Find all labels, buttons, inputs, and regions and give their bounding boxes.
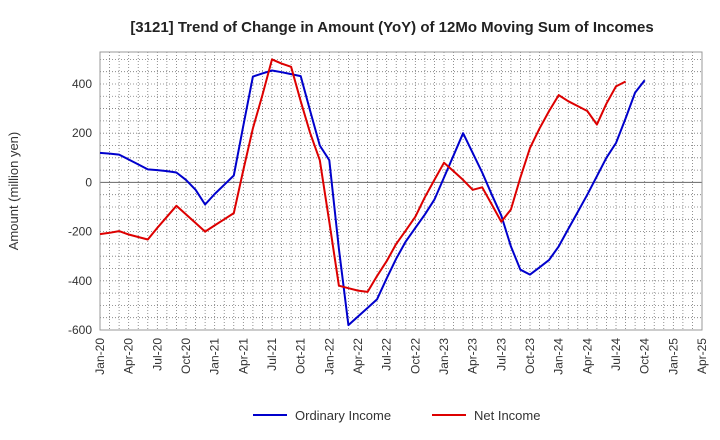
x-tick-label: Jan-20 <box>93 338 107 375</box>
x-tick-label: Jan-21 <box>208 338 222 375</box>
x-tick-label: Jul-24 <box>609 338 623 371</box>
series-lines <box>99 58 646 327</box>
x-tick-label: Oct-24 <box>638 338 652 374</box>
plot-area <box>99 51 703 331</box>
y-tick-label: 400 <box>72 77 92 91</box>
y-tick-labels: -600 -400 -200 0 200 400 <box>68 77 92 337</box>
series-line-net-income <box>99 58 627 293</box>
y-tick-label: -200 <box>68 225 92 239</box>
x-tick-label: Oct-21 <box>294 338 308 374</box>
x-tick-label: Jul-23 <box>494 338 508 371</box>
x-tick-label: Jul-20 <box>150 338 164 371</box>
x-tick-label: Apr-24 <box>580 338 594 374</box>
y-tick-label: -400 <box>68 274 92 288</box>
y-axis-label: Amount (million yen) <box>6 132 21 251</box>
series-line-ordinary-income <box>99 69 646 327</box>
y-tick-label: 200 <box>72 126 92 140</box>
y-tick-label: -600 <box>68 323 92 337</box>
x-tick-label: Oct-23 <box>523 338 537 374</box>
x-tick-label: Jul-22 <box>380 338 394 371</box>
x-tick-label: Jan-24 <box>552 338 566 375</box>
x-tick-label: Apr-21 <box>236 338 250 374</box>
x-tick-label: Apr-23 <box>466 338 480 374</box>
x-tick-label: Jan-25 <box>666 338 680 375</box>
x-tick-label: Jan-23 <box>437 338 451 375</box>
x-tick-label: Apr-22 <box>351 338 365 374</box>
x-tick-label: Apr-25 <box>695 338 709 374</box>
legend: Ordinary Income Net Income <box>253 408 540 423</box>
x-tick-label: Oct-22 <box>408 338 422 374</box>
x-tick-labels: Jan-20 Apr-20 Jul-20 Oct-20 Jan-21 Apr-21 Jul-… <box>93 338 709 375</box>
x-tick-label: Apr-20 <box>122 338 136 374</box>
legend-label-ordinary-income: Ordinary Income <box>295 408 391 423</box>
x-tick-label: Oct-20 <box>179 338 193 374</box>
legend-label-net-income: Net Income <box>474 408 540 423</box>
x-tick-label: Jul-21 <box>265 338 279 371</box>
chart-title: [3121] Trend of Change in Amount (YoY) o… <box>130 19 653 36</box>
grid <box>100 52 702 331</box>
x-tick-label: Jan-22 <box>322 338 336 375</box>
y-tick-label: 0 <box>85 175 92 189</box>
